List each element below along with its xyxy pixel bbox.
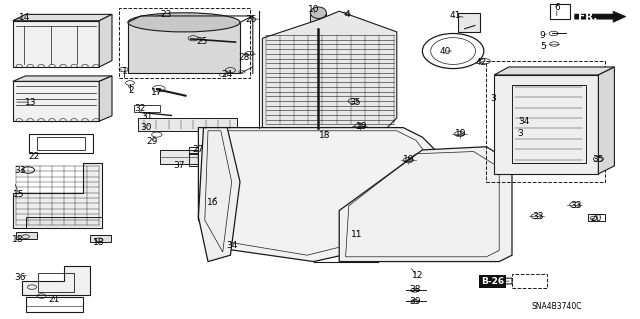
Text: 39: 39 [409,297,420,306]
Polygon shape [13,14,112,21]
Polygon shape [575,11,626,22]
Polygon shape [339,147,512,262]
Text: 10: 10 [308,5,319,14]
Text: 6: 6 [554,4,559,12]
Text: 23: 23 [161,10,172,19]
Polygon shape [16,232,37,239]
Bar [512,85,586,163]
Text: FR.: FR. [578,11,597,22]
Text: 17: 17 [151,88,163,97]
Text: 19: 19 [403,155,414,164]
Polygon shape [160,150,198,164]
Text: 13: 13 [25,98,36,107]
Polygon shape [22,266,90,295]
Text: 12: 12 [412,271,423,280]
Text: 24: 24 [221,70,233,79]
Text: 3: 3 [517,130,522,138]
Text: 14: 14 [19,13,30,22]
Text: 26: 26 [245,15,257,24]
Text: 35: 35 [349,98,361,107]
Text: 19: 19 [356,122,367,130]
Text: 35: 35 [593,155,604,164]
Polygon shape [128,22,240,73]
Text: 11: 11 [351,230,363,239]
Text: 31: 31 [141,112,153,121]
Bar [119,8,250,78]
Text: 3: 3 [490,94,495,103]
Polygon shape [99,14,112,67]
Bar [512,274,547,288]
Text: 29: 29 [147,137,158,146]
Polygon shape [458,13,480,32]
Text: 19: 19 [455,130,467,138]
Text: 18: 18 [93,238,105,247]
Text: 27: 27 [193,145,204,154]
Text: 38: 38 [409,285,420,294]
Text: 37: 37 [173,161,185,170]
Text: 41: 41 [450,11,461,20]
Polygon shape [13,76,112,81]
Text: 42: 42 [476,58,487,67]
Text: 4: 4 [344,10,349,19]
Text: 21: 21 [49,295,60,304]
Text: 5: 5 [540,42,545,51]
Text: 18: 18 [319,131,331,140]
Text: 30: 30 [140,123,152,132]
Text: 25: 25 [196,37,207,46]
Bar [37,137,85,150]
Polygon shape [13,81,99,121]
Polygon shape [198,128,240,262]
Ellipse shape [310,7,326,19]
Polygon shape [598,67,614,174]
Polygon shape [198,128,435,262]
Text: B-26: B-26 [481,277,504,286]
Text: 34: 34 [226,241,237,250]
Text: 16: 16 [207,198,218,207]
Bar [486,61,605,182]
Text: 18: 18 [12,235,24,244]
Text: 22: 22 [28,152,40,161]
Text: 2: 2 [129,86,134,95]
Text: 36: 36 [15,273,26,282]
Text: 33: 33 [570,201,582,210]
Polygon shape [26,217,102,228]
Polygon shape [90,235,111,242]
Text: 1: 1 [122,67,127,76]
Polygon shape [310,13,326,29]
Text: 28: 28 [239,53,250,62]
Ellipse shape [128,13,240,32]
Polygon shape [13,21,99,67]
Text: 33: 33 [532,212,543,221]
Polygon shape [262,11,397,128]
Text: 32: 32 [134,104,145,113]
Text: 15: 15 [13,190,25,199]
Text: 40: 40 [439,47,451,56]
Polygon shape [138,118,237,131]
Bar [550,4,570,19]
Text: SNA4B3740C: SNA4B3740C [532,302,582,311]
Polygon shape [99,76,112,121]
Text: 34: 34 [518,117,529,126]
Polygon shape [13,163,102,228]
Polygon shape [494,67,614,75]
Ellipse shape [310,25,326,33]
Text: 33: 33 [15,166,26,175]
Text: 9: 9 [540,31,545,40]
Bar [38,273,74,292]
Bar [29,134,93,153]
Polygon shape [494,75,598,174]
Text: 20: 20 [591,214,602,223]
